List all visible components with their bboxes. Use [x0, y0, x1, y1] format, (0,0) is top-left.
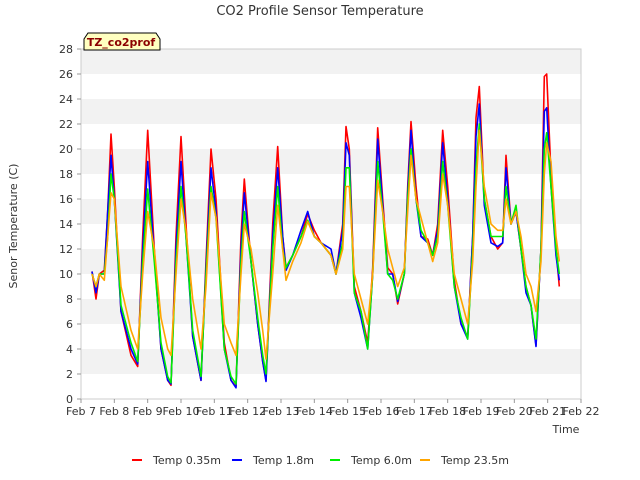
- x-tick-label: Feb 12: [229, 405, 266, 418]
- y-tick-label: 8: [66, 293, 73, 306]
- x-tick-label: Feb 8: [99, 405, 129, 418]
- legend-label: Temp 6.0m: [350, 454, 412, 467]
- legend: Temp 0.35m Temp 1.8m Temp 6.0m Temp 23.5m: [132, 454, 509, 467]
- x-tick-label: Feb 9: [133, 405, 163, 418]
- grid-band: [81, 49, 581, 74]
- grid-band: [81, 199, 581, 224]
- grid-band: [81, 324, 581, 349]
- series-line-4: [91, 129, 561, 360]
- annotation-box: TZ_co2prof: [83, 32, 161, 51]
- y-tick-label: 0: [66, 393, 73, 406]
- y-tick-label: 10: [59, 268, 73, 281]
- grid-band: [81, 349, 581, 374]
- x-tick-label: Feb 14: [296, 405, 333, 418]
- y-tick-label: 16: [59, 193, 73, 206]
- grid-band: [81, 174, 581, 199]
- y-tick-label: 22: [59, 118, 73, 131]
- y-tick-label: 2: [66, 368, 73, 381]
- grid-band: [81, 374, 581, 399]
- chart-title: CO2 Profile Sensor Temperature: [216, 4, 423, 19]
- x-tick-label: Feb 11: [196, 405, 233, 418]
- x-tick-label: Feb 19: [463, 405, 500, 418]
- x-tick-label: Feb 7: [66, 405, 96, 418]
- y-tick-label: 26: [59, 68, 73, 81]
- y-tick-label: 12: [59, 243, 73, 256]
- x-tick-label: Feb 17: [396, 405, 433, 418]
- y-tick-label: 18: [59, 168, 73, 181]
- x-tick-label: Feb 22: [563, 405, 600, 418]
- annotation-text: TZ_co2prof: [87, 36, 156, 49]
- series-layer: [91, 73, 561, 389]
- grid-band: [81, 74, 581, 99]
- x-tick-label: Feb 18: [429, 405, 466, 418]
- legend-label: Temp 1.8m: [252, 454, 314, 467]
- y-tick-label: 20: [59, 143, 73, 156]
- y-axis-label: Senor Temperature (C): [7, 164, 20, 289]
- y-tick-label: 6: [66, 318, 73, 331]
- x-axis-label: Time: [552, 423, 580, 436]
- y-tick-label: 28: [59, 43, 73, 56]
- grid-band: [81, 249, 581, 274]
- x-tick-label: Feb 15: [329, 405, 366, 418]
- background-bands: [81, 49, 581, 399]
- grid-band: [81, 124, 581, 149]
- grid-band: [81, 274, 581, 299]
- x-tick-label: Feb 16: [363, 405, 400, 418]
- y-tick-label: 14: [59, 218, 73, 231]
- y-tick-label: 4: [66, 343, 73, 356]
- legend-label: Temp 0.35m: [152, 454, 221, 467]
- x-tick-label: Feb 21: [529, 405, 566, 418]
- x-tick-label: Feb 20: [496, 405, 533, 418]
- legend-label: Temp 23.5m: [440, 454, 509, 467]
- grid-band: [81, 224, 581, 249]
- grid-band: [81, 149, 581, 174]
- grid-band: [81, 299, 581, 324]
- x-tick-label: Feb 13: [263, 405, 300, 418]
- y-tick-label: 24: [59, 93, 73, 106]
- grid-band: [81, 99, 581, 124]
- x-tick-label: Feb 10: [163, 405, 200, 418]
